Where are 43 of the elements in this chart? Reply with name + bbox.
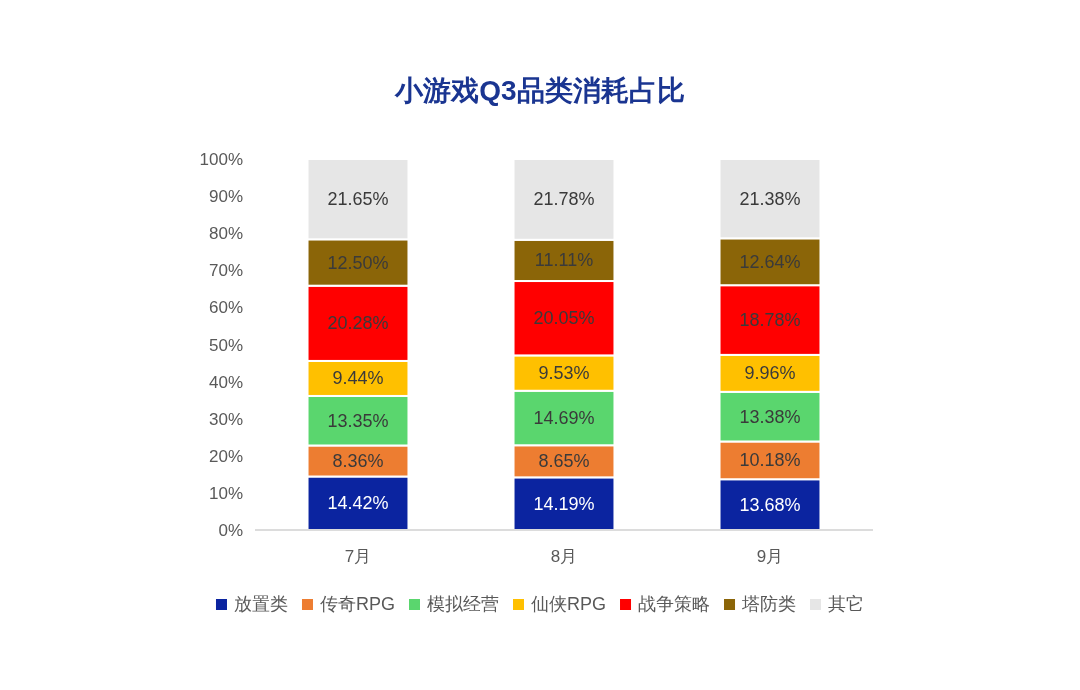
y-tick-label: 50% xyxy=(208,335,243,355)
y-tick-label: 80% xyxy=(208,224,243,244)
y-tick-label: 100% xyxy=(199,150,243,169)
data-label: 10.18% xyxy=(739,450,801,471)
legend-label: 传奇RPG xyxy=(319,594,395,614)
data-label: 9.44% xyxy=(332,368,384,389)
data-label: 12.50% xyxy=(327,252,389,273)
chart-title: 小游戏Q3品类消耗占比 xyxy=(394,75,685,106)
x-tick-label: 9月 xyxy=(756,547,784,566)
y-tick-label: 90% xyxy=(208,187,243,207)
x-tick-label: 7月 xyxy=(344,547,372,566)
data-label: 21.65% xyxy=(327,189,389,210)
legend-label: 其它 xyxy=(828,594,865,614)
data-label: 9.53% xyxy=(538,363,590,384)
y-tick-label: 10% xyxy=(208,483,243,503)
data-label: 20.05% xyxy=(533,308,595,329)
y-tick-label: 70% xyxy=(208,261,243,281)
y-tick-label: 20% xyxy=(208,446,243,466)
data-label: 9.96% xyxy=(744,363,796,384)
y-tick-label: 30% xyxy=(208,409,243,429)
data-label: 14.19% xyxy=(533,493,595,514)
data-label: 8.65% xyxy=(538,451,590,472)
data-label: 13.38% xyxy=(739,406,801,427)
y-tick-label: 40% xyxy=(208,372,243,392)
data-label: 13.35% xyxy=(327,410,389,431)
data-label: 11.11% xyxy=(534,250,594,271)
y-tick-label: 0% xyxy=(218,521,243,540)
data-label: 20.28% xyxy=(327,313,389,334)
legend-label: 塔防类 xyxy=(741,594,797,614)
data-label: 14.69% xyxy=(533,408,595,429)
legend-label: 模拟经营 xyxy=(427,594,499,614)
legend-label: 放置类 xyxy=(233,594,288,614)
data-label: 13.68% xyxy=(739,494,801,515)
data-label: 18.78% xyxy=(739,310,801,331)
data-label: 14.42% xyxy=(327,493,389,514)
data-label: 21.38% xyxy=(739,188,801,209)
data-label: 12.64% xyxy=(739,251,801,272)
legend-label: 战争策略 xyxy=(638,594,711,614)
x-tick-label: 8月 xyxy=(550,547,578,566)
data-label: 21.78% xyxy=(533,189,595,210)
legend-label: 仙侠RPG xyxy=(531,594,607,614)
data-label: 8.36% xyxy=(332,450,384,471)
y-tick-label: 60% xyxy=(208,298,243,318)
